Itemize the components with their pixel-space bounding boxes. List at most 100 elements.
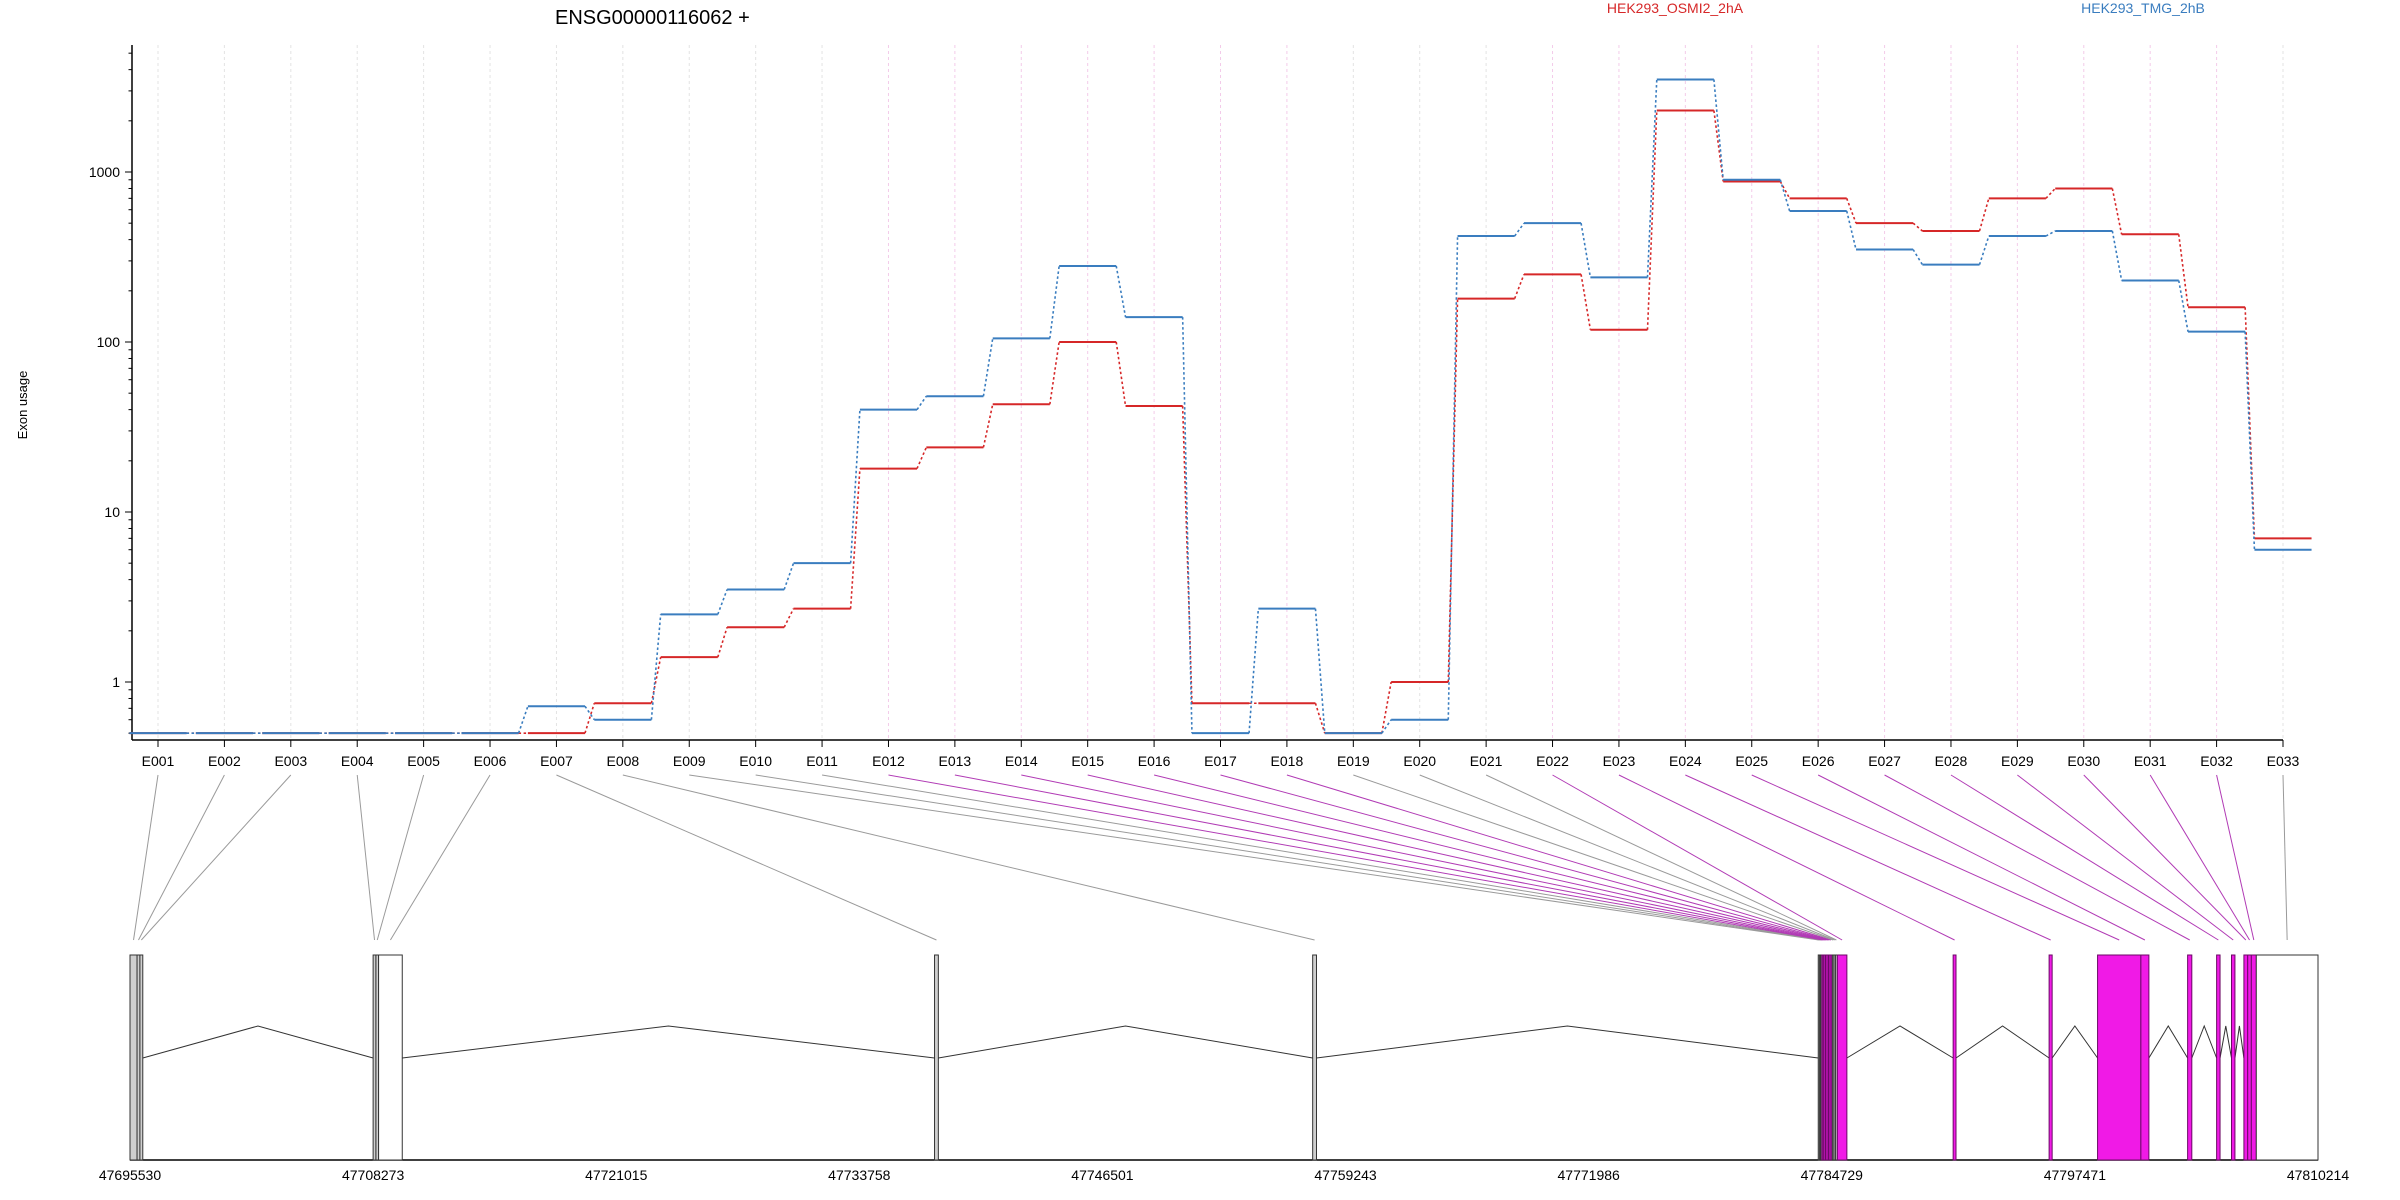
genomic-tick-label: 47784729 bbox=[1801, 1167, 1864, 1183]
exon-box bbox=[378, 954, 403, 1161]
exon-box bbox=[2230, 954, 2236, 1161]
x-tick-label: E002 bbox=[208, 753, 241, 769]
x-tick-label: E010 bbox=[739, 753, 772, 769]
genomic-tick-label: 47721015 bbox=[585, 1167, 648, 1183]
series-connector bbox=[717, 589, 728, 615]
exon-box bbox=[2187, 954, 2193, 1161]
series-connector bbox=[783, 562, 795, 590]
series-connector bbox=[1049, 265, 1060, 339]
series-connector bbox=[849, 409, 861, 564]
x-tick-label: E018 bbox=[1271, 753, 1304, 769]
series-connector bbox=[2045, 230, 2056, 237]
exon-box bbox=[139, 954, 144, 1161]
series-connector bbox=[1912, 222, 1923, 232]
x-tick-label: E019 bbox=[1337, 753, 1370, 769]
x-tick-label: E003 bbox=[274, 753, 307, 769]
genomic-tick-label: 47733758 bbox=[828, 1167, 891, 1183]
x-tick-label: E021 bbox=[1470, 753, 1503, 769]
x-tick-label: E011 bbox=[806, 753, 838, 769]
y-tick-label: 10 bbox=[104, 504, 120, 520]
exon-connector bbox=[1751, 774, 2120, 941]
exon-connector bbox=[689, 774, 1819, 941]
x-tick-label: E001 bbox=[142, 753, 175, 769]
exon-connector bbox=[133, 774, 159, 941]
x-tick-label: E028 bbox=[1935, 753, 1968, 769]
y-axis-label: Exon usage bbox=[15, 371, 30, 440]
series-HEK293_TMG_2hB bbox=[129, 78, 2312, 735]
genomic-tick-label: 47708273 bbox=[342, 1167, 405, 1183]
series-connector bbox=[1314, 703, 1326, 734]
genomic-tick-label: 47810214 bbox=[2287, 1167, 2350, 1183]
x-tick-label: E030 bbox=[2067, 753, 2100, 769]
grid-lines bbox=[157, 45, 2284, 740]
exon-connector bbox=[1153, 774, 1828, 941]
intron bbox=[2234, 1025, 2245, 1059]
intron bbox=[2051, 1025, 2098, 1059]
genomic-tick-label: 47797471 bbox=[2044, 1167, 2107, 1183]
x-tick-label: E017 bbox=[1204, 753, 1237, 769]
x-tick-label: E016 bbox=[1138, 753, 1171, 769]
exon-box bbox=[1952, 954, 1957, 1161]
exon-box bbox=[2048, 954, 2053, 1161]
series-connector bbox=[982, 404, 994, 448]
exon-box bbox=[2255, 954, 2319, 1161]
series-connector bbox=[2177, 234, 2189, 308]
axes: 1 10 100 1000 E001 E002 E003 E004 E005 E006 E007 E0… bbox=[89, 45, 2300, 769]
exon-box bbox=[2216, 954, 2221, 1161]
series-connector bbox=[1115, 265, 1127, 318]
series-connector bbox=[849, 468, 861, 609]
exon-connector bbox=[888, 774, 1823, 941]
exon-connector bbox=[140, 774, 292, 941]
intron bbox=[2191, 1024, 2218, 1059]
x-tick-label: E013 bbox=[939, 753, 972, 769]
x-tick-label: E025 bbox=[1735, 753, 1768, 769]
series-lines bbox=[129, 78, 2312, 735]
exon-connector bbox=[138, 774, 225, 941]
series-connector bbox=[1447, 298, 1459, 683]
x-tick-label: E007 bbox=[540, 753, 573, 769]
exon-connector bbox=[2149, 774, 2250, 941]
exon-connectors bbox=[133, 774, 2288, 941]
x-tick-label: E026 bbox=[1802, 753, 1835, 769]
x-tick-label: E004 bbox=[341, 753, 374, 769]
intron bbox=[142, 1025, 374, 1059]
exon-connector bbox=[556, 774, 937, 941]
exon-connector bbox=[622, 774, 1315, 941]
series-connector bbox=[1779, 181, 1791, 199]
series-connector bbox=[1580, 223, 1592, 278]
series-connector bbox=[1514, 222, 1525, 237]
intron bbox=[2219, 1025, 2232, 1059]
exon-box bbox=[2250, 954, 2257, 1161]
legend-entry-tmg: HEK293_TMG_2hB bbox=[2081, 0, 2205, 16]
series-connector bbox=[1713, 110, 1724, 182]
x-tick-label: E012 bbox=[872, 753, 905, 769]
x-tick-label: E009 bbox=[673, 753, 706, 769]
exon-connector bbox=[2017, 774, 2234, 941]
series-connector bbox=[2177, 280, 2189, 332]
intron bbox=[1316, 1025, 1819, 1059]
series-connector bbox=[1713, 79, 1724, 180]
intron bbox=[2148, 1025, 2189, 1059]
series-connector bbox=[1115, 341, 1127, 407]
y-tick-label: 1000 bbox=[89, 164, 120, 180]
exon-connector bbox=[2282, 774, 2288, 941]
series-connector bbox=[1646, 79, 1658, 278]
exon-connector bbox=[1087, 774, 1827, 941]
exon-connector bbox=[356, 774, 376, 941]
x-tick-label: E022 bbox=[1536, 753, 1569, 769]
intron bbox=[1955, 1025, 2050, 1059]
genomic-tick-label: 47695530 bbox=[99, 1167, 162, 1183]
exon-connector bbox=[1618, 774, 1955, 941]
exon-connector bbox=[2083, 774, 2247, 941]
exon-connector bbox=[2216, 774, 2255, 941]
intron bbox=[1846, 1025, 1954, 1059]
x-tick-label: E033 bbox=[2267, 753, 2300, 769]
exon-connector bbox=[1552, 774, 1843, 941]
exon-connector bbox=[1021, 774, 1825, 941]
series-connector bbox=[2111, 230, 2123, 281]
exon-box bbox=[1829, 954, 1833, 1161]
exon-connector bbox=[376, 774, 425, 941]
exon-connector bbox=[1817, 774, 2146, 941]
exon-box bbox=[2140, 954, 2150, 1161]
